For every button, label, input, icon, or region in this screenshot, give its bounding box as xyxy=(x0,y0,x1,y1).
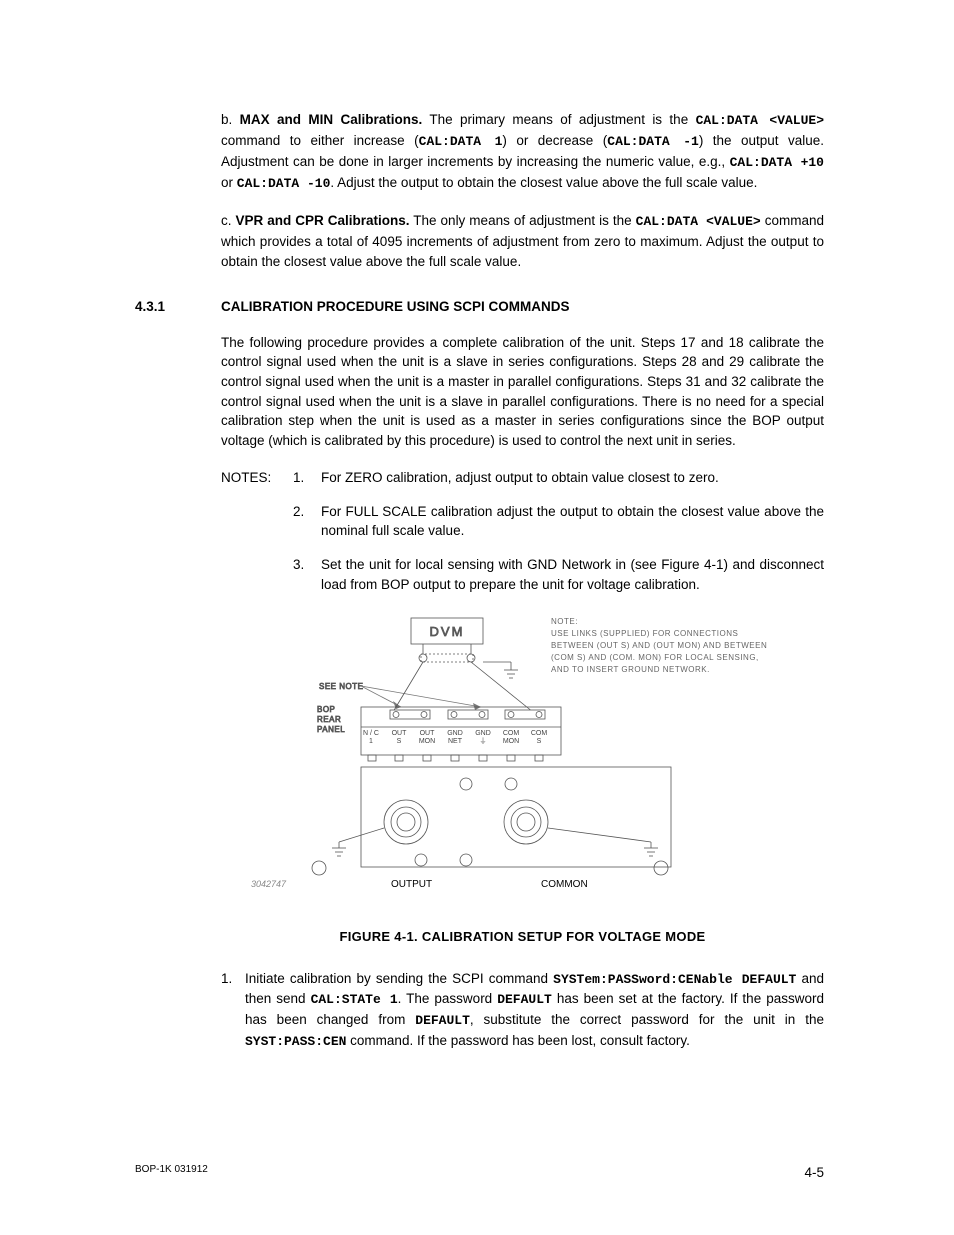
paragraph-c: c. VPR and CPR Calibrations. The only me… xyxy=(221,211,824,271)
figure-caption: FIGURE 4-1. CALIBRATION SETUP FOR VOLTAG… xyxy=(221,928,824,947)
para-b-t3: ) or decrease ( xyxy=(502,133,607,148)
para-b-t2: command to either increase ( xyxy=(221,133,419,148)
svg-text:S: S xyxy=(537,738,542,745)
para-b-code3: CAL:DATA -1 xyxy=(607,134,699,149)
bop-label: BOP xyxy=(317,705,335,714)
common-label: COMMON xyxy=(541,879,588,890)
note-text-1: For ZERO calibration, adjust output to o… xyxy=(321,468,824,488)
section-number: 4.3.1 xyxy=(135,297,221,317)
para-c-code1: CAL:DATA <VALUE> xyxy=(636,214,761,229)
note-num-3: 3. xyxy=(293,555,321,594)
svg-text:COM: COM xyxy=(503,730,520,737)
notes-label: NOTES: xyxy=(221,468,293,488)
para-b-code1: CAL:DATA <VALUE> xyxy=(696,113,824,128)
section-title: CALIBRATION PROCEDURE USING SCPI COMMAND… xyxy=(221,297,570,317)
para-c-title: VPR and CPR Calibrations. xyxy=(236,213,410,228)
page-footer: BOP-1K 031912 4-5 xyxy=(135,1163,824,1183)
step-1-text: Initiate calibration by sending the SCPI… xyxy=(245,969,824,1052)
see-note-label: SEE NOTE xyxy=(319,682,363,691)
para-b-t1: The primary means of adjustment is the xyxy=(422,112,695,127)
para-b-t5: or xyxy=(221,175,237,190)
svg-text:S: S xyxy=(397,738,402,745)
svg-text:⏚: ⏚ xyxy=(480,737,487,745)
rear-label: REAR xyxy=(317,715,341,724)
para-b-title: MAX and MIN Calibrations. xyxy=(240,112,423,127)
intro-paragraph: The following procedure provides a compl… xyxy=(221,333,824,450)
svg-text:NET: NET xyxy=(448,738,463,745)
para-b-prefix: b. xyxy=(221,112,240,127)
para-c-t1: The only means of adjustment is the xyxy=(410,213,636,228)
note-l2: BETWEEN (OUT S) AND (OUT MON) AND BETWEE… xyxy=(551,641,767,650)
svg-text:MON: MON xyxy=(419,738,435,745)
svg-text:N / C: N / C xyxy=(363,730,379,737)
note-l3: (COM S) AND (COM. MON) FOR LOCAL SENSING… xyxy=(551,653,759,662)
dvm-label: DVM xyxy=(430,624,465,639)
note-l4: AND TO INSERT GROUND NETWORK. xyxy=(551,665,710,674)
footer-right: 4-5 xyxy=(804,1163,824,1183)
note-title: NOTE: xyxy=(551,617,578,626)
svg-text:1: 1 xyxy=(369,738,373,745)
para-b-code4: CAL:DATA +10 xyxy=(730,155,824,170)
para-b-code2: CAL:DATA 1 xyxy=(419,134,503,149)
note-num-1: 1. xyxy=(293,468,321,488)
panel-label: PANEL xyxy=(317,725,345,734)
svg-text:GND: GND xyxy=(447,730,463,737)
section-header: 4.3.1 CALIBRATION PROCEDURE USING SCPI C… xyxy=(165,297,824,317)
note-l1: USE LINKS (SUPPLIED) FOR CONNECTIONS xyxy=(551,629,738,638)
svg-text:COM: COM xyxy=(531,730,548,737)
paragraph-b: b. MAX and MIN Calibrations. The primary… xyxy=(221,110,824,193)
svg-text:GND: GND xyxy=(475,730,491,737)
svg-text:OUT: OUT xyxy=(392,730,408,737)
figure-4-1: DVM SEE NOTE BOP REAR PANE xyxy=(221,612,824,908)
calibration-diagram: DVM SEE NOTE BOP REAR PANE xyxy=(221,612,821,902)
svg-text:MON: MON xyxy=(503,738,519,745)
note-text-2: For FULL SCALE calibration adjust the ou… xyxy=(321,502,824,541)
svg-text:OUT: OUT xyxy=(420,730,436,737)
step-1-num: 1. xyxy=(221,969,245,1052)
part-number: 3042747 xyxy=(251,879,287,889)
para-b-code5: CAL:DATA -10 xyxy=(237,176,331,191)
para-b-t6: . Adjust the output to obtain the closes… xyxy=(330,175,757,190)
output-label: OUTPUT xyxy=(391,879,432,890)
para-c-prefix: c. xyxy=(221,213,236,228)
notes-block: NOTES: 1. For ZERO calibration, adjust o… xyxy=(221,468,824,594)
footer-left: BOP-1K 031912 xyxy=(135,1163,208,1183)
note-num-2: 2. xyxy=(293,502,321,541)
step-1: 1. Initiate calibration by sending the S… xyxy=(221,969,824,1052)
note-text-3: Set the unit for local sensing with GND … xyxy=(321,555,824,594)
